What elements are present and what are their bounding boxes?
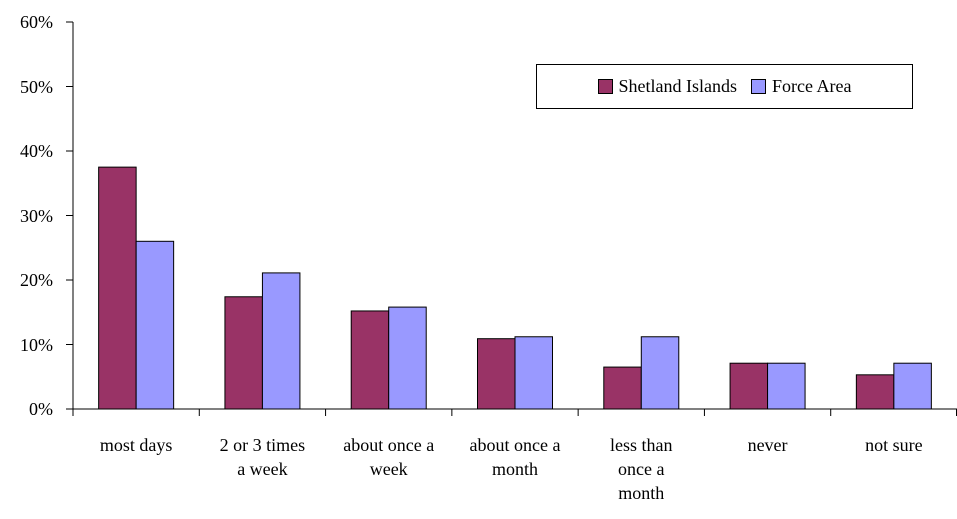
x-tick-label: never xyxy=(747,435,788,455)
bar xyxy=(729,362,769,410)
y-tick-label: 20% xyxy=(20,270,53,290)
y-tick-label: 40% xyxy=(20,141,53,161)
x-tick-label: less than once a month xyxy=(610,435,673,503)
x-tick-label: about once a month xyxy=(469,435,561,479)
legend: Shetland Islands Force Area xyxy=(536,64,913,109)
bar xyxy=(135,240,175,410)
x-tick-label: 2 or 3 times a week xyxy=(219,435,306,479)
y-tick-label: 30% xyxy=(20,205,53,226)
bar xyxy=(350,310,390,410)
legend-item: Force Area xyxy=(751,76,851,97)
y-tick-label: 10% xyxy=(20,334,53,355)
bar xyxy=(98,166,137,410)
bar xyxy=(767,362,806,410)
bar xyxy=(261,272,301,410)
bar xyxy=(893,362,932,410)
legend-item: Shetland Islands xyxy=(597,76,738,97)
bar xyxy=(477,338,516,410)
bar xyxy=(640,336,680,410)
y-tick-label: 0% xyxy=(29,399,53,419)
bar xyxy=(603,366,642,410)
x-tick-label: not sure xyxy=(865,435,923,455)
y-tick-label: 50% xyxy=(20,76,53,97)
legend-label: Shetland Islands xyxy=(618,76,738,96)
bar xyxy=(514,336,553,410)
x-tick-label: most days xyxy=(99,435,173,455)
bar xyxy=(224,296,263,410)
x-tick-label: about once a week xyxy=(343,435,435,479)
bar xyxy=(855,374,895,410)
y-tick-label: 60% xyxy=(20,12,53,32)
legend-swatch xyxy=(597,79,613,94)
legend-swatch xyxy=(751,79,767,94)
legend-label: Force Area xyxy=(772,76,852,96)
bar xyxy=(388,306,427,410)
